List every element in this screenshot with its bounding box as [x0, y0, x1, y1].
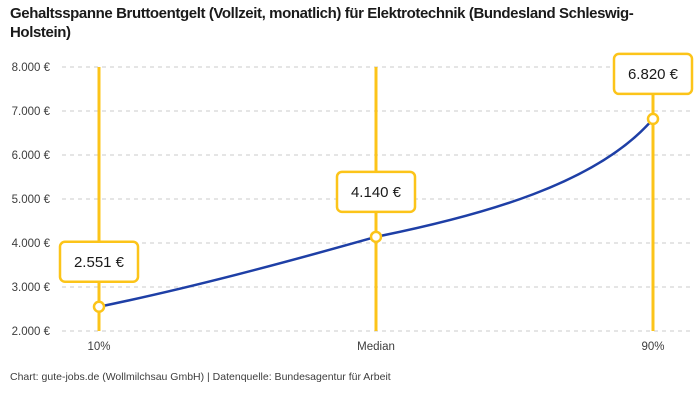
x-axis-tick-label: Median	[357, 341, 395, 353]
chart-title: Gehaltsspanne Bruttoentgelt (Vollzeit, m…	[10, 5, 634, 42]
chart-source-caption: Chart: gute-jobs.de (Wollmilchsau GmbH) …	[10, 371, 391, 383]
y-axis-tick-label: 3.000 €	[12, 282, 51, 294]
value-callout-label: 2.551 €	[74, 254, 125, 271]
y-axis-tick-label: 5.000 €	[12, 194, 51, 206]
y-axis-tick-label: 8.000 €	[12, 62, 51, 74]
x-axis-tick-label: 10%	[87, 341, 110, 353]
data-point-marker	[92, 300, 106, 314]
y-axis-tick-label: 6.000 €	[12, 150, 51, 162]
data-point-marker	[369, 230, 383, 244]
x-axis-tick-label: 90%	[641, 341, 664, 353]
value-callout-label: 4.140 €	[351, 184, 402, 201]
value-callout-box	[58, 240, 140, 284]
data-point-marker	[646, 112, 660, 126]
y-axis-tick-label: 7.000 €	[12, 106, 51, 118]
value-callout-box	[335, 170, 417, 214]
value-callout-label: 6.820 €	[628, 66, 679, 83]
y-axis-tick-label: 4.000 €	[12, 238, 51, 250]
y-axis-tick-label: 2.000 €	[12, 326, 51, 338]
value-callout-box	[612, 52, 694, 96]
